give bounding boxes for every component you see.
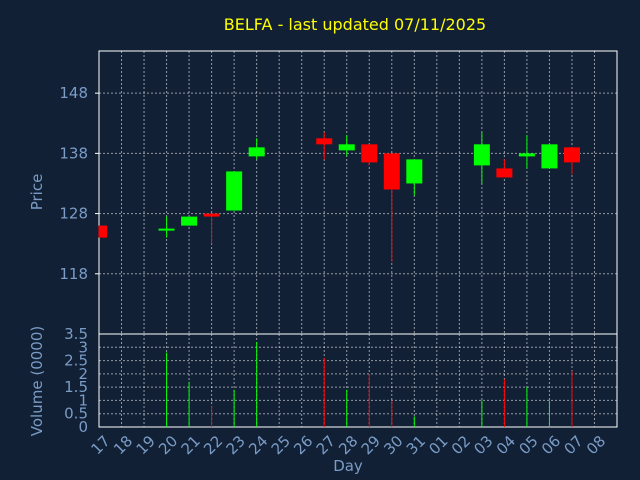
volume-tick-label: 2 bbox=[78, 365, 88, 383]
candle-body bbox=[361, 144, 378, 163]
candle-body bbox=[248, 147, 265, 157]
price-tick-label: 118 bbox=[59, 265, 88, 283]
volume-panel: 00.511.522.533.5 bbox=[64, 325, 618, 436]
candle-body bbox=[518, 153, 535, 157]
volume-tick-label: 0.5 bbox=[64, 405, 88, 423]
candle-body bbox=[226, 171, 243, 211]
volume-tick-label: 2.5 bbox=[64, 352, 88, 370]
candle-body bbox=[203, 213, 220, 217]
price-panel: 118 128 138 148 bbox=[59, 50, 618, 335]
price-axis-label: Price bbox=[28, 174, 46, 211]
candle-body bbox=[406, 159, 423, 184]
x-axis-label: Day bbox=[333, 457, 363, 475]
volume-tick-label: 3.5 bbox=[64, 325, 88, 343]
volume-tick-label: 0 bbox=[78, 418, 88, 436]
volume-tick-label: 1 bbox=[78, 391, 88, 409]
volume-frame bbox=[98, 333, 618, 428]
volume-tick-label: 1.5 bbox=[64, 378, 88, 396]
candle-body bbox=[158, 228, 175, 231]
price-tick-label: 138 bbox=[59, 144, 88, 162]
candle-body bbox=[496, 168, 513, 178]
price-tick-label: 148 bbox=[59, 84, 88, 102]
candle-body bbox=[473, 144, 490, 166]
volume-tick-label: 3 bbox=[78, 338, 88, 356]
volume-axis-label: Volume (0000) bbox=[28, 326, 46, 436]
candle-body bbox=[383, 153, 400, 190]
candle-body bbox=[99, 225, 107, 238]
x-axis: 1718192021222324252627282930310102030405… bbox=[88, 432, 610, 458]
candle-body bbox=[181, 216, 198, 226]
chart-title: BELFA - last updated 07/11/2025 bbox=[224, 15, 486, 34]
candle-body bbox=[338, 144, 355, 151]
price-tick-label: 128 bbox=[59, 205, 88, 223]
candle-body bbox=[316, 138, 333, 145]
candle-body bbox=[563, 147, 580, 163]
candle-body bbox=[541, 144, 558, 169]
